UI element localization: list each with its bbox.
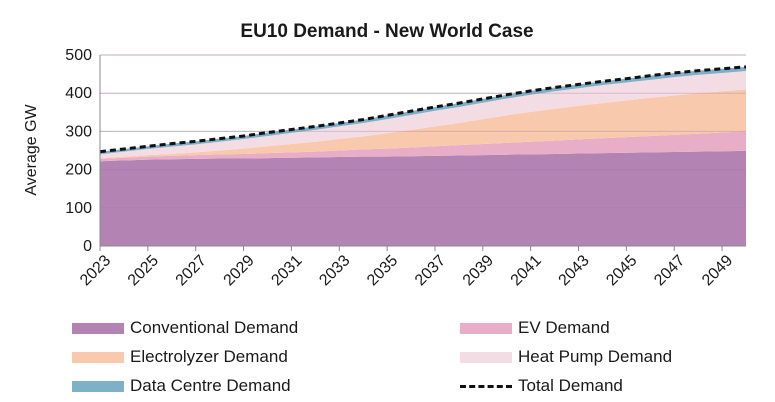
area-data-centre-demand — [100, 66, 746, 155]
chart-title: EU10 Demand - New World Case — [240, 21, 533, 42]
x-tick-label-2025: 2025 — [125, 252, 162, 289]
legend-label-data-centre: Data Centre Demand — [130, 376, 291, 395]
area-ev-demand — [100, 131, 746, 162]
legend-item-heat-pump: Heat Pump Demand — [460, 346, 672, 368]
x-tick-label-2023: 2023 — [77, 252, 114, 289]
x-tick-label-2037: 2037 — [412, 252, 449, 289]
x-tick-label-2033: 2033 — [316, 252, 353, 289]
legend-item-ev: EV Demand — [460, 317, 610, 339]
x-tick-label-2043: 2043 — [556, 252, 593, 289]
legend-item-data-centre: Data Centre Demand — [72, 375, 291, 397]
x-tick-label-2045: 2045 — [603, 252, 640, 289]
area-conventional-demand — [100, 150, 746, 246]
area-heat-pump-demand — [100, 71, 746, 159]
total-demand-line — [99, 65, 747, 154]
area-layer — [100, 54, 746, 246]
x-tick-label-2035: 2035 — [364, 252, 401, 289]
y-axis-title: Average GW — [23, 103, 40, 195]
chart-legend: Conventional Demand EV Demand Electrolyz… — [0, 314, 775, 400]
legend-label-ev: EV Demand — [518, 318, 610, 337]
x-tick-label-2031: 2031 — [268, 252, 305, 289]
legend-swatch-electrolyzer — [72, 351, 124, 363]
legend-swatch-conventional — [72, 322, 124, 334]
x-tick-label-2047: 2047 — [651, 252, 688, 289]
legend-swatch-heat-pump — [460, 351, 512, 363]
legend-swatch-data-centre — [72, 380, 124, 392]
area-electrolyzer-demand — [100, 89, 746, 159]
x-tick-label-2029: 2029 — [221, 252, 258, 289]
x-tick-label-2027: 2027 — [173, 252, 210, 289]
legend-label-heat-pump: Heat Pump Demand — [518, 347, 673, 366]
legend-label-electrolyzer: Electrolyzer Demand — [130, 347, 288, 366]
legend-dash-total — [460, 384, 512, 388]
y-tick-label-0: 0 — [83, 238, 92, 255]
legend-item-electrolyzer: Electrolyzer Demand — [72, 346, 288, 368]
x-tick-label-2041: 2041 — [508, 252, 545, 289]
demand-chart: EU10 Demand - New World Case Average GW … — [23, 21, 747, 289]
y-tick-label-300: 300 — [65, 123, 92, 140]
legend-item-conventional: Conventional Demand — [72, 317, 298, 339]
x-tick-label-2039: 2039 — [460, 252, 497, 289]
y-tick-label-400: 400 — [65, 85, 92, 102]
legend-item-total: Total Demand — [460, 375, 623, 397]
legend-label-total: Total Demand — [518, 376, 623, 395]
total-line-layer — [99, 65, 747, 154]
legend-swatch-ev — [460, 322, 512, 334]
y-tick-label-100: 100 — [65, 200, 92, 217]
legend-label-conventional: Conventional Demand — [130, 318, 299, 337]
x-tick-label-2049: 2049 — [699, 252, 736, 289]
y-tick-label-500: 500 — [65, 47, 92, 64]
y-tick-label-200: 200 — [65, 162, 92, 179]
